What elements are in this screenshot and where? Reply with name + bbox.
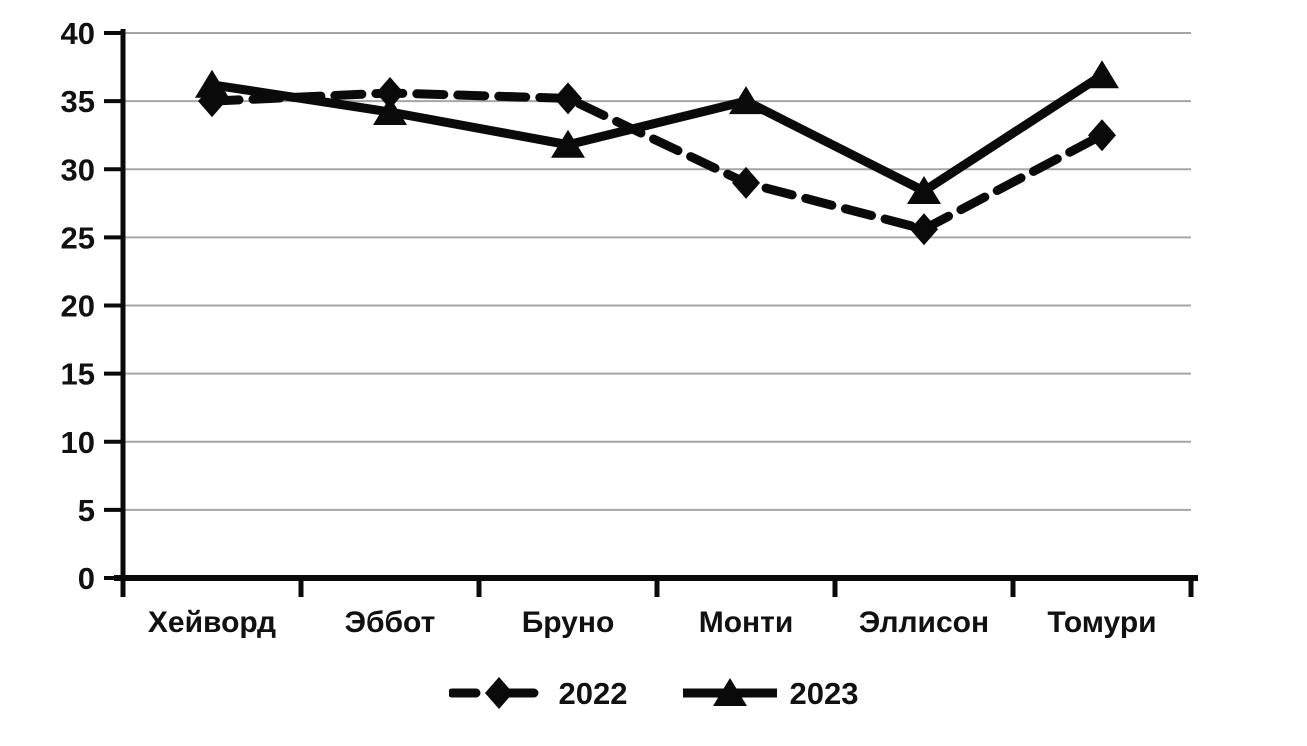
series-line-2023 [211,71,1105,197]
y-tick-label-15: 15 [61,357,95,392]
data-point-2023-5 [1085,60,1119,89]
x-category-label-0: Хейворд [148,606,276,639]
series-2023 [195,60,1119,205]
data-point-2023-2 [551,129,585,158]
y-tick-label-10: 10 [61,425,95,460]
legend-item-2022: 2022 [448,675,628,711]
y-tick-label-5: 5 [78,493,95,528]
series-line-2022 [207,88,1107,234]
data-point-2022-5 [1088,119,1116,152]
y-tick-label-20: 20 [61,289,95,324]
legend-marker-2023 [712,678,747,706]
x-category-label-3: Монти [699,606,794,639]
data-point-2023-4 [907,176,941,205]
chart-legend: 2022 2023 [0,676,1307,710]
legend-sample-dashed-diamond-icon [448,677,549,709]
legend-label-2023: 2023 [789,675,859,711]
legend-marker-2022 [484,677,513,709]
legend-sample-solid-triangle-icon [682,678,777,706]
data-point-2023-3 [729,86,763,115]
y-tick-label-30: 30 [61,152,95,187]
y-tick-label-35: 35 [61,84,95,119]
data-point-2022-1 [376,76,404,109]
y-tick-label-40: 40 [61,16,95,51]
data-point-2023-1 [373,97,407,126]
x-category-label-2: Бруно [522,606,615,639]
series-2022 [198,76,1116,246]
y-tick-label-0: 0 [78,561,95,596]
x-category-label-5: Томури [1047,606,1156,639]
data-point-2022-4 [910,213,938,246]
data-point-2023-0 [195,69,229,98]
legend-item-2023: 2023 [680,675,859,711]
x-category-label-4: Эллисон [859,606,989,639]
legend-label-2022: 2022 [558,675,628,711]
data-point-2022-3 [732,166,760,199]
x-category-label-1: Эббот [345,606,436,639]
data-point-2022-2 [554,82,582,115]
y-tick-label-25: 25 [61,220,95,255]
